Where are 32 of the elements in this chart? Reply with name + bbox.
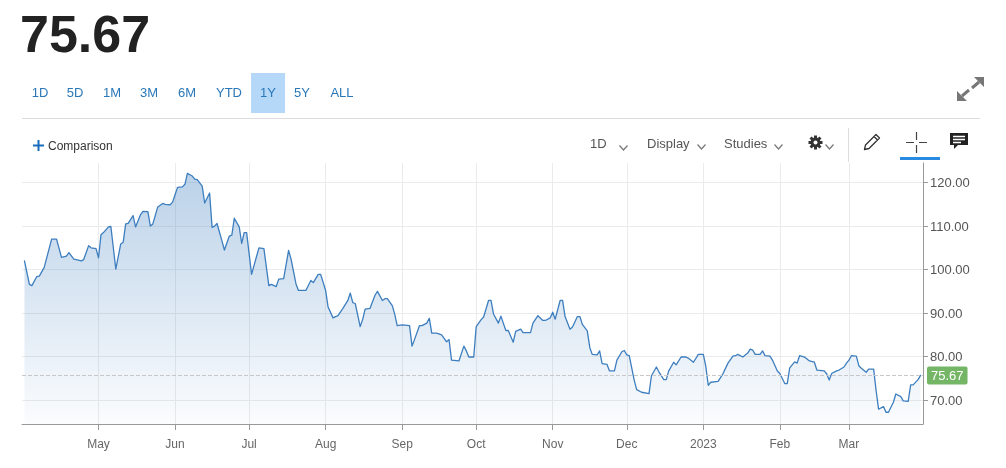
text: Display bbox=[647, 136, 690, 152]
x-tick-label: Mar bbox=[838, 437, 860, 451]
text: 1D bbox=[590, 136, 607, 152]
x-tick-label: Aug bbox=[314, 437, 337, 451]
x-tick-label: Nov bbox=[542, 437, 564, 451]
text: 6M bbox=[177, 84, 197, 102]
y-tick-label: 80.00 bbox=[930, 349, 963, 365]
y-tick-label: 120.00 bbox=[930, 175, 970, 191]
text: 1M bbox=[102, 84, 122, 102]
x-tick-label: 2023 bbox=[689, 437, 717, 451]
text: YTD bbox=[216, 84, 242, 102]
ref-line-label: 75.67 bbox=[931, 367, 964, 383]
text: 3M bbox=[139, 84, 159, 102]
text: 5Y bbox=[294, 84, 310, 102]
text: ALL bbox=[330, 84, 354, 102]
chart-title: 75.67 bbox=[20, 4, 151, 64]
y-tick-label: 100.00 bbox=[930, 262, 970, 278]
y-tick-label: 70.00 bbox=[930, 392, 963, 408]
y-tick-label: 90.00 bbox=[930, 305, 963, 321]
text: 1D bbox=[31, 84, 49, 102]
y-tick-label: 110.00 bbox=[930, 218, 969, 234]
x-tick-label: Dec bbox=[616, 437, 638, 451]
text: 5D bbox=[66, 84, 84, 102]
text: Studies bbox=[724, 136, 768, 152]
x-tick-label: Oct bbox=[466, 437, 487, 451]
text: 1Y bbox=[251, 73, 285, 113]
x-tick-label: May bbox=[87, 437, 110, 451]
text: Comparison bbox=[48, 138, 113, 154]
x-tick-label: Jul bbox=[241, 437, 257, 451]
x-tick-label: Jun bbox=[165, 437, 185, 451]
x-tick-label: Sep bbox=[391, 437, 414, 451]
x-tick-label: Feb bbox=[769, 437, 791, 451]
